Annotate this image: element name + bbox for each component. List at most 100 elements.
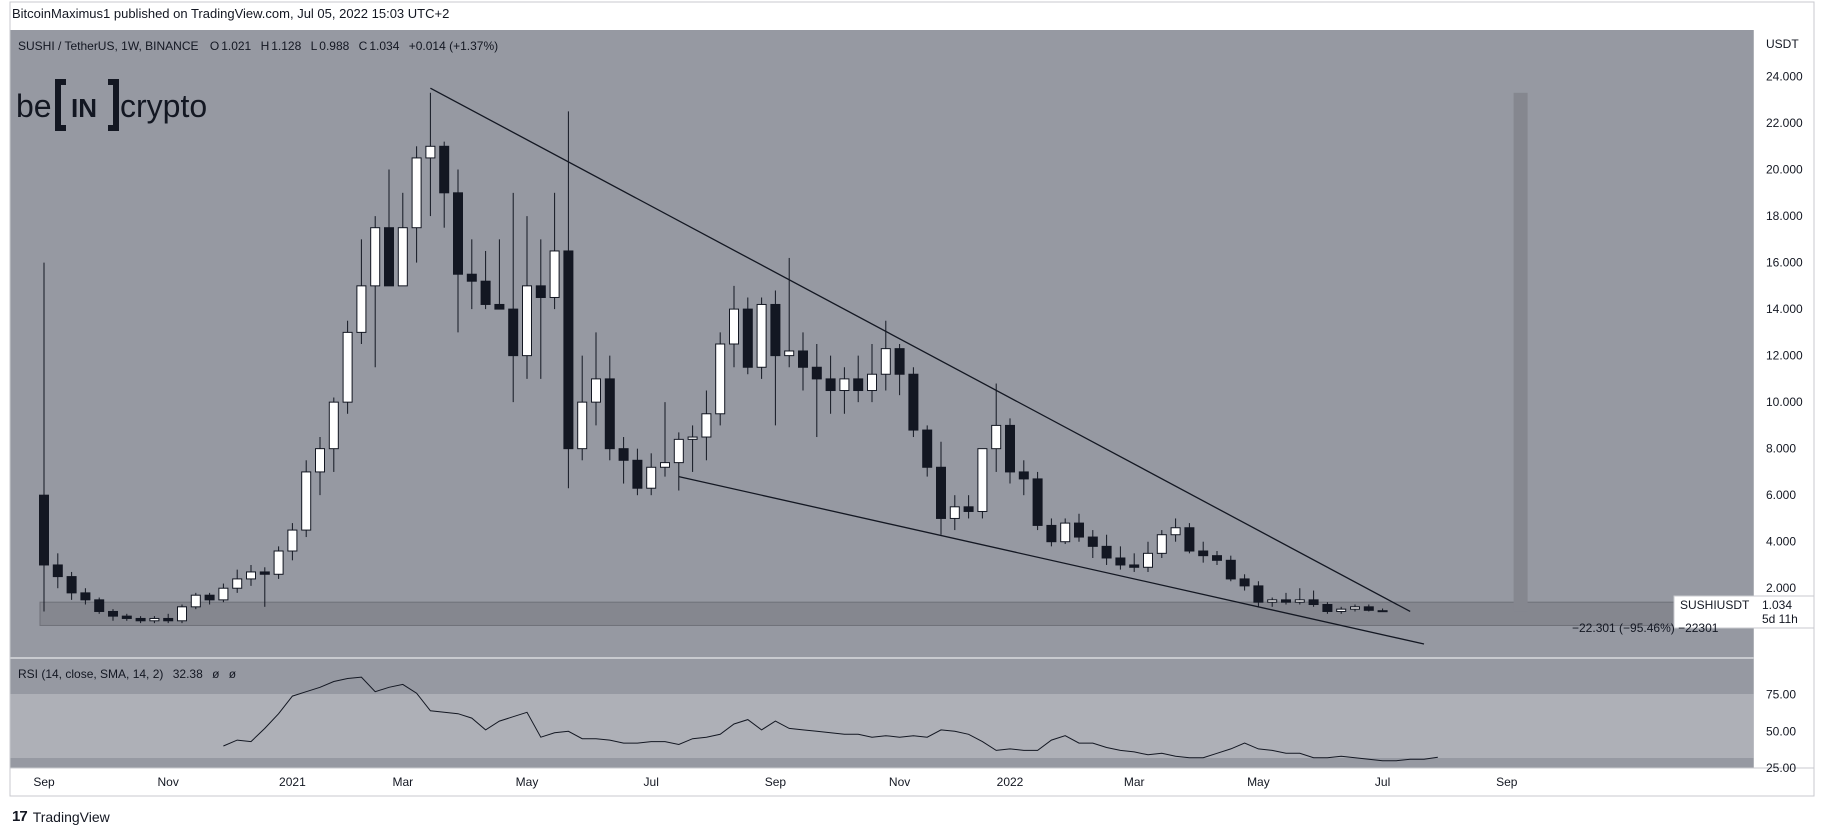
candle [1377,608,1388,613]
candle [425,92,436,217]
candle [563,111,574,489]
candle [798,332,808,391]
candle [1046,518,1057,547]
main-pane[interactable] [10,30,1754,658]
candle [163,613,174,624]
logo-brackets-icon [55,79,119,131]
candle [977,448,988,519]
support-zone [39,601,1755,626]
candle-body-up [1060,522,1071,543]
candle-body-down [1101,545,1112,559]
time-tick-label: Nov [158,775,179,789]
candle-body-down [618,448,629,461]
candle-body-up [784,350,795,357]
candle-body-up [591,378,601,403]
candle-body-up [715,343,726,415]
candle [1281,592,1291,605]
candle [742,297,753,375]
candle-body-down [1087,536,1098,547]
rsi-axis-ticks: 25.00 50.00 75.00 [1766,688,1796,775]
candle-body-up [577,401,588,450]
last-price-tag: SUSHIUSDT 1.034 5d 11h [1673,595,1815,629]
last-price: 1.034 [1762,598,1792,612]
candle-body-up [729,308,739,345]
candle-body-down [204,594,215,601]
candle [687,425,698,472]
ohlc-legend: SUSHI / TetherUS, 1W, BINANCE O 1.021 H 1.… [18,39,498,53]
candle [232,569,243,593]
candle-body-down [908,373,919,431]
candle [397,192,408,287]
candle [480,250,491,310]
price-tick-label: 18.000 [1766,209,1803,223]
bar-countdown: 5d 11h [1762,612,1798,626]
candle [508,192,519,403]
candle [922,425,933,477]
candle-body-up [301,471,312,531]
candle-body-up [1267,599,1278,603]
measure-bar [1513,92,1528,612]
candle-body-down [1115,557,1126,566]
candle [936,441,946,535]
candle [853,355,864,403]
candle [1032,471,1043,531]
candle [273,546,284,579]
candle [908,367,919,438]
candle [591,332,601,426]
candle-body-down [163,617,174,622]
legend-o: 1.021 [221,39,251,53]
candle [715,332,726,426]
candle [135,616,146,624]
candle-body-down [494,303,505,310]
candle [618,437,629,484]
candle-body-up [1156,534,1167,554]
candle-body-up [949,506,960,519]
rsi-empty-1: ø [212,667,220,681]
candle [108,609,118,621]
rsi-legend: RSI (14, close, SMA, 14, 2) 32.38 ø ø [18,667,237,681]
legend-l: 0.988 [319,39,349,53]
price-tick-label: 12.000 [1766,349,1803,363]
candle-body-down [535,285,546,298]
candle-body-down [52,564,63,578]
time-axis[interactable] [10,768,1814,796]
candle-body-down [121,615,132,619]
logo-text-left: be [16,88,52,124]
rsi-layer [223,676,1438,762]
candle-body-down [1184,527,1195,552]
candle-body-down [1308,599,1319,606]
candle-body-down [1018,471,1029,480]
candle-body-down [1198,550,1209,557]
candle [673,432,684,491]
rsi-label: RSI (14, close, SMA, 14, 2) [18,667,163,681]
candle [52,553,63,589]
rsi-band [10,694,1754,758]
price-axis[interactable] [1754,30,1814,768]
candle-body-down [384,227,394,287]
candle [246,564,256,586]
candle-body-down [936,466,946,519]
candle-body-up [246,571,256,580]
candle [1239,574,1250,591]
candle-body-down [439,145,450,194]
candle [867,344,877,403]
candle-body-down [480,280,491,305]
candle [646,453,657,496]
candle [370,216,381,368]
descending-resistance-line [430,87,1411,613]
candle [1101,534,1112,565]
candle [439,141,450,228]
candle-body-up [867,373,877,392]
candle [1018,460,1029,496]
candle [770,290,781,426]
candle [1129,553,1140,572]
candle-body-down [1046,524,1057,543]
candle [1170,518,1181,542]
candle [729,285,739,368]
candle [328,397,339,472]
trendline-layer [430,87,1425,645]
candle [880,320,891,391]
candle-body-up [149,617,160,622]
candle [1060,518,1071,545]
